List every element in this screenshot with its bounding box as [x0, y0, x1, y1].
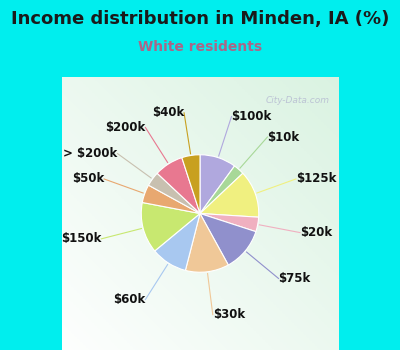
- Text: $125k: $125k: [296, 173, 336, 186]
- Wedge shape: [200, 214, 259, 232]
- Wedge shape: [200, 173, 259, 217]
- Text: $100k: $100k: [232, 110, 272, 123]
- Wedge shape: [157, 158, 200, 214]
- Wedge shape: [200, 214, 256, 265]
- Wedge shape: [142, 185, 200, 214]
- Text: $200k: $200k: [105, 121, 145, 134]
- Text: White residents: White residents: [138, 40, 262, 54]
- Text: $40k: $40k: [152, 106, 184, 119]
- Wedge shape: [200, 166, 243, 214]
- Wedge shape: [185, 214, 228, 272]
- Wedge shape: [155, 214, 200, 271]
- Text: $75k: $75k: [278, 272, 311, 285]
- Text: $50k: $50k: [72, 173, 104, 186]
- Text: $10k: $10k: [268, 131, 300, 144]
- Text: > $200k: > $200k: [63, 147, 118, 160]
- Text: $150k: $150k: [61, 232, 101, 245]
- Text: $60k: $60k: [113, 293, 145, 306]
- Text: Income distribution in Minden, IA (%): Income distribution in Minden, IA (%): [11, 10, 389, 28]
- Text: $30k: $30k: [213, 308, 245, 321]
- Wedge shape: [182, 155, 200, 214]
- Wedge shape: [148, 173, 200, 214]
- Text: City-Data.com: City-Data.com: [266, 96, 330, 105]
- Wedge shape: [200, 155, 234, 214]
- Text: $20k: $20k: [300, 226, 332, 239]
- Wedge shape: [141, 203, 200, 251]
